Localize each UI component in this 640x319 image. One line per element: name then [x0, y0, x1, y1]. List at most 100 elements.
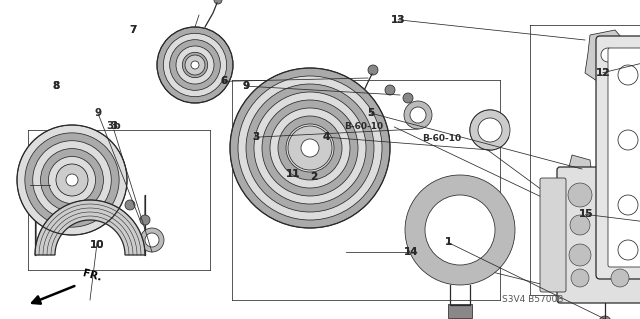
Text: 13: 13 [391, 15, 405, 25]
Text: 13: 13 [391, 15, 405, 25]
Circle shape [254, 92, 366, 204]
Circle shape [189, 59, 202, 71]
Circle shape [632, 215, 640, 229]
Text: 6: 6 [220, 76, 228, 86]
Circle shape [405, 175, 515, 285]
Text: 7: 7 [129, 25, 137, 35]
Circle shape [599, 316, 611, 319]
Circle shape [182, 52, 207, 78]
Text: 4: 4 [323, 132, 330, 142]
Text: 9: 9 [243, 81, 250, 91]
Text: 8: 8 [52, 81, 60, 91]
Circle shape [140, 228, 164, 252]
Text: 5: 5 [367, 108, 375, 118]
Text: 3: 3 [252, 132, 260, 142]
Circle shape [404, 101, 432, 129]
Circle shape [270, 108, 350, 188]
Circle shape [214, 0, 222, 4]
Circle shape [49, 156, 95, 204]
Text: 3b: 3b [106, 121, 122, 131]
Circle shape [176, 46, 214, 84]
Circle shape [140, 215, 150, 225]
Polygon shape [567, 155, 592, 183]
Circle shape [410, 107, 426, 123]
Circle shape [302, 140, 318, 156]
Circle shape [286, 124, 334, 172]
Circle shape [425, 195, 495, 265]
Text: 3: 3 [252, 132, 260, 142]
Circle shape [478, 118, 502, 142]
Circle shape [610, 185, 630, 205]
FancyBboxPatch shape [608, 48, 640, 267]
Circle shape [33, 141, 111, 219]
Circle shape [569, 244, 591, 266]
Text: 8: 8 [52, 81, 60, 91]
Text: 10: 10 [90, 240, 104, 250]
Text: 11: 11 [286, 169, 300, 179]
Circle shape [185, 55, 205, 75]
Circle shape [618, 195, 638, 215]
Text: 9: 9 [94, 108, 102, 118]
Text: 14: 14 [404, 247, 419, 257]
Circle shape [294, 132, 326, 164]
Circle shape [230, 68, 390, 228]
Text: B-60-10: B-60-10 [422, 134, 461, 143]
Text: 15: 15 [579, 209, 593, 219]
Circle shape [385, 85, 395, 95]
Circle shape [64, 172, 80, 188]
Text: 3: 3 [110, 121, 118, 131]
Circle shape [262, 100, 358, 196]
Circle shape [125, 200, 135, 210]
Circle shape [66, 174, 78, 186]
Circle shape [570, 215, 590, 235]
Polygon shape [35, 200, 145, 255]
Circle shape [403, 93, 413, 103]
FancyBboxPatch shape [596, 36, 640, 279]
Circle shape [163, 33, 227, 97]
Circle shape [170, 40, 220, 90]
Text: 12: 12 [596, 68, 610, 78]
Circle shape [40, 149, 104, 211]
Circle shape [56, 164, 88, 196]
Circle shape [301, 139, 319, 157]
Text: 2: 2 [310, 172, 317, 182]
Circle shape [571, 269, 589, 287]
Circle shape [568, 183, 592, 207]
Circle shape [191, 61, 199, 69]
Text: 12: 12 [596, 68, 610, 78]
Text: 2: 2 [310, 172, 317, 182]
Text: 15: 15 [579, 209, 593, 219]
Circle shape [288, 126, 332, 170]
FancyBboxPatch shape [540, 178, 566, 292]
Circle shape [601, 48, 615, 62]
Circle shape [470, 110, 510, 150]
Text: 1: 1 [444, 237, 452, 248]
Text: 7: 7 [129, 25, 137, 35]
Text: 10: 10 [90, 240, 104, 250]
Polygon shape [585, 30, 628, 83]
Text: 9: 9 [243, 81, 250, 91]
Text: B-60-10: B-60-10 [344, 122, 383, 131]
Text: 1: 1 [444, 237, 452, 248]
Text: 6: 6 [220, 76, 228, 86]
Text: 14: 14 [404, 247, 419, 257]
Circle shape [368, 65, 378, 75]
Text: 11: 11 [286, 169, 300, 179]
Circle shape [17, 125, 127, 235]
FancyBboxPatch shape [557, 167, 640, 303]
Circle shape [610, 215, 630, 235]
Text: FR.: FR. [81, 268, 102, 283]
Circle shape [56, 164, 88, 196]
Circle shape [145, 233, 159, 247]
Circle shape [157, 27, 233, 103]
Circle shape [25, 133, 119, 227]
Circle shape [611, 269, 629, 287]
Circle shape [618, 130, 638, 150]
Circle shape [238, 76, 382, 220]
Circle shape [278, 116, 342, 180]
Bar [448, 304, 472, 318]
Circle shape [609, 244, 631, 266]
Circle shape [618, 65, 638, 85]
Text: S3V4 B5700B: S3V4 B5700B [502, 295, 564, 304]
Text: 4: 4 [323, 132, 330, 142]
